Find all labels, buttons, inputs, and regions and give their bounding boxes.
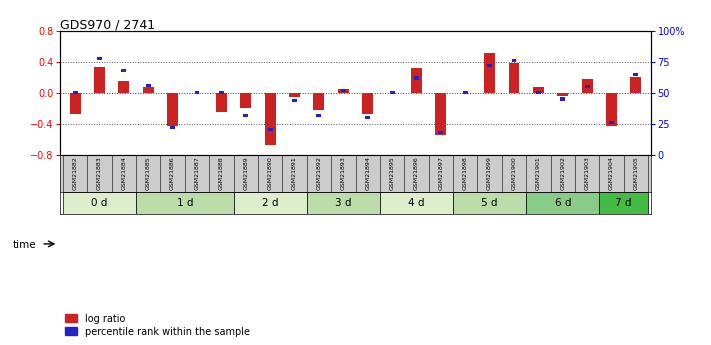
- Bar: [243, 114, 248, 117]
- Bar: [143, 87, 154, 93]
- Text: 4 d: 4 d: [408, 198, 424, 208]
- Bar: [536, 91, 541, 95]
- Bar: [584, 85, 589, 88]
- Text: 2 d: 2 d: [262, 198, 279, 208]
- Text: GSM21890: GSM21890: [267, 156, 272, 190]
- Bar: [390, 91, 395, 95]
- Bar: [439, 131, 443, 134]
- Bar: [453, 192, 526, 214]
- Text: GSM21894: GSM21894: [365, 156, 370, 190]
- Bar: [634, 73, 638, 76]
- Bar: [216, 93, 227, 112]
- Bar: [70, 93, 80, 115]
- Bar: [234, 192, 306, 214]
- Text: GSM21896: GSM21896: [414, 156, 419, 190]
- Bar: [338, 89, 349, 93]
- Text: GSM21900: GSM21900: [511, 156, 516, 190]
- Bar: [582, 79, 593, 93]
- Bar: [306, 192, 380, 214]
- Text: GSM21893: GSM21893: [341, 156, 346, 190]
- Bar: [63, 192, 136, 214]
- Text: 5 d: 5 d: [481, 198, 498, 208]
- Bar: [292, 99, 297, 102]
- Bar: [609, 121, 614, 124]
- Text: GSM21887: GSM21887: [195, 156, 200, 190]
- Bar: [136, 192, 234, 214]
- Text: GSM21899: GSM21899: [487, 156, 492, 190]
- Text: 1 d: 1 d: [176, 198, 193, 208]
- Bar: [314, 93, 324, 110]
- Text: GSM21901: GSM21901: [536, 156, 541, 190]
- Bar: [341, 89, 346, 92]
- Bar: [380, 192, 453, 214]
- Text: 6 d: 6 d: [555, 198, 571, 208]
- Bar: [411, 68, 422, 93]
- Bar: [508, 63, 520, 93]
- Bar: [97, 57, 102, 60]
- Text: time: time: [13, 240, 36, 250]
- Bar: [289, 93, 300, 97]
- Bar: [264, 93, 276, 145]
- Bar: [533, 87, 544, 93]
- Text: GSM21883: GSM21883: [97, 156, 102, 190]
- Text: GSM21886: GSM21886: [170, 156, 175, 190]
- Bar: [606, 93, 617, 126]
- Bar: [122, 69, 127, 72]
- Bar: [219, 91, 224, 95]
- Text: GSM21898: GSM21898: [463, 156, 468, 190]
- Text: GSM21895: GSM21895: [390, 156, 395, 190]
- Bar: [484, 53, 495, 93]
- Text: GSM21892: GSM21892: [316, 156, 321, 190]
- Legend: log ratio, percentile rank within the sample: log ratio, percentile rank within the sa…: [65, 314, 250, 337]
- Text: GSM21882: GSM21882: [73, 156, 77, 190]
- Bar: [146, 84, 151, 87]
- Text: GSM21902: GSM21902: [560, 156, 565, 190]
- Bar: [526, 192, 599, 214]
- Text: GSM21905: GSM21905: [634, 156, 638, 190]
- Bar: [557, 93, 568, 96]
- Text: GSM21884: GSM21884: [122, 156, 127, 190]
- Bar: [631, 77, 641, 93]
- Bar: [463, 91, 468, 95]
- Text: 0 d: 0 d: [91, 198, 107, 208]
- Text: GSM21889: GSM21889: [243, 156, 248, 190]
- Text: GDS970 / 2741: GDS970 / 2741: [60, 18, 156, 31]
- Bar: [316, 114, 321, 117]
- Text: GSM21891: GSM21891: [292, 156, 297, 190]
- Text: 7 d: 7 d: [616, 198, 632, 208]
- Text: GSM21888: GSM21888: [219, 156, 224, 190]
- Bar: [240, 93, 251, 108]
- Bar: [195, 91, 199, 95]
- Bar: [414, 77, 419, 80]
- Bar: [118, 81, 129, 93]
- Bar: [362, 93, 373, 114]
- Bar: [167, 93, 178, 126]
- Bar: [365, 116, 370, 119]
- Text: GSM21904: GSM21904: [609, 156, 614, 190]
- Bar: [560, 97, 565, 100]
- Text: GSM21885: GSM21885: [146, 156, 151, 190]
- Bar: [268, 128, 272, 131]
- Text: GSM21897: GSM21897: [439, 156, 444, 190]
- Bar: [599, 192, 648, 214]
- Text: GSM21903: GSM21903: [584, 156, 589, 190]
- Bar: [512, 59, 516, 62]
- Bar: [73, 91, 77, 95]
- Bar: [435, 93, 447, 135]
- Bar: [487, 64, 492, 67]
- Bar: [170, 126, 175, 129]
- Text: 3 d: 3 d: [335, 198, 351, 208]
- Bar: [94, 67, 105, 93]
